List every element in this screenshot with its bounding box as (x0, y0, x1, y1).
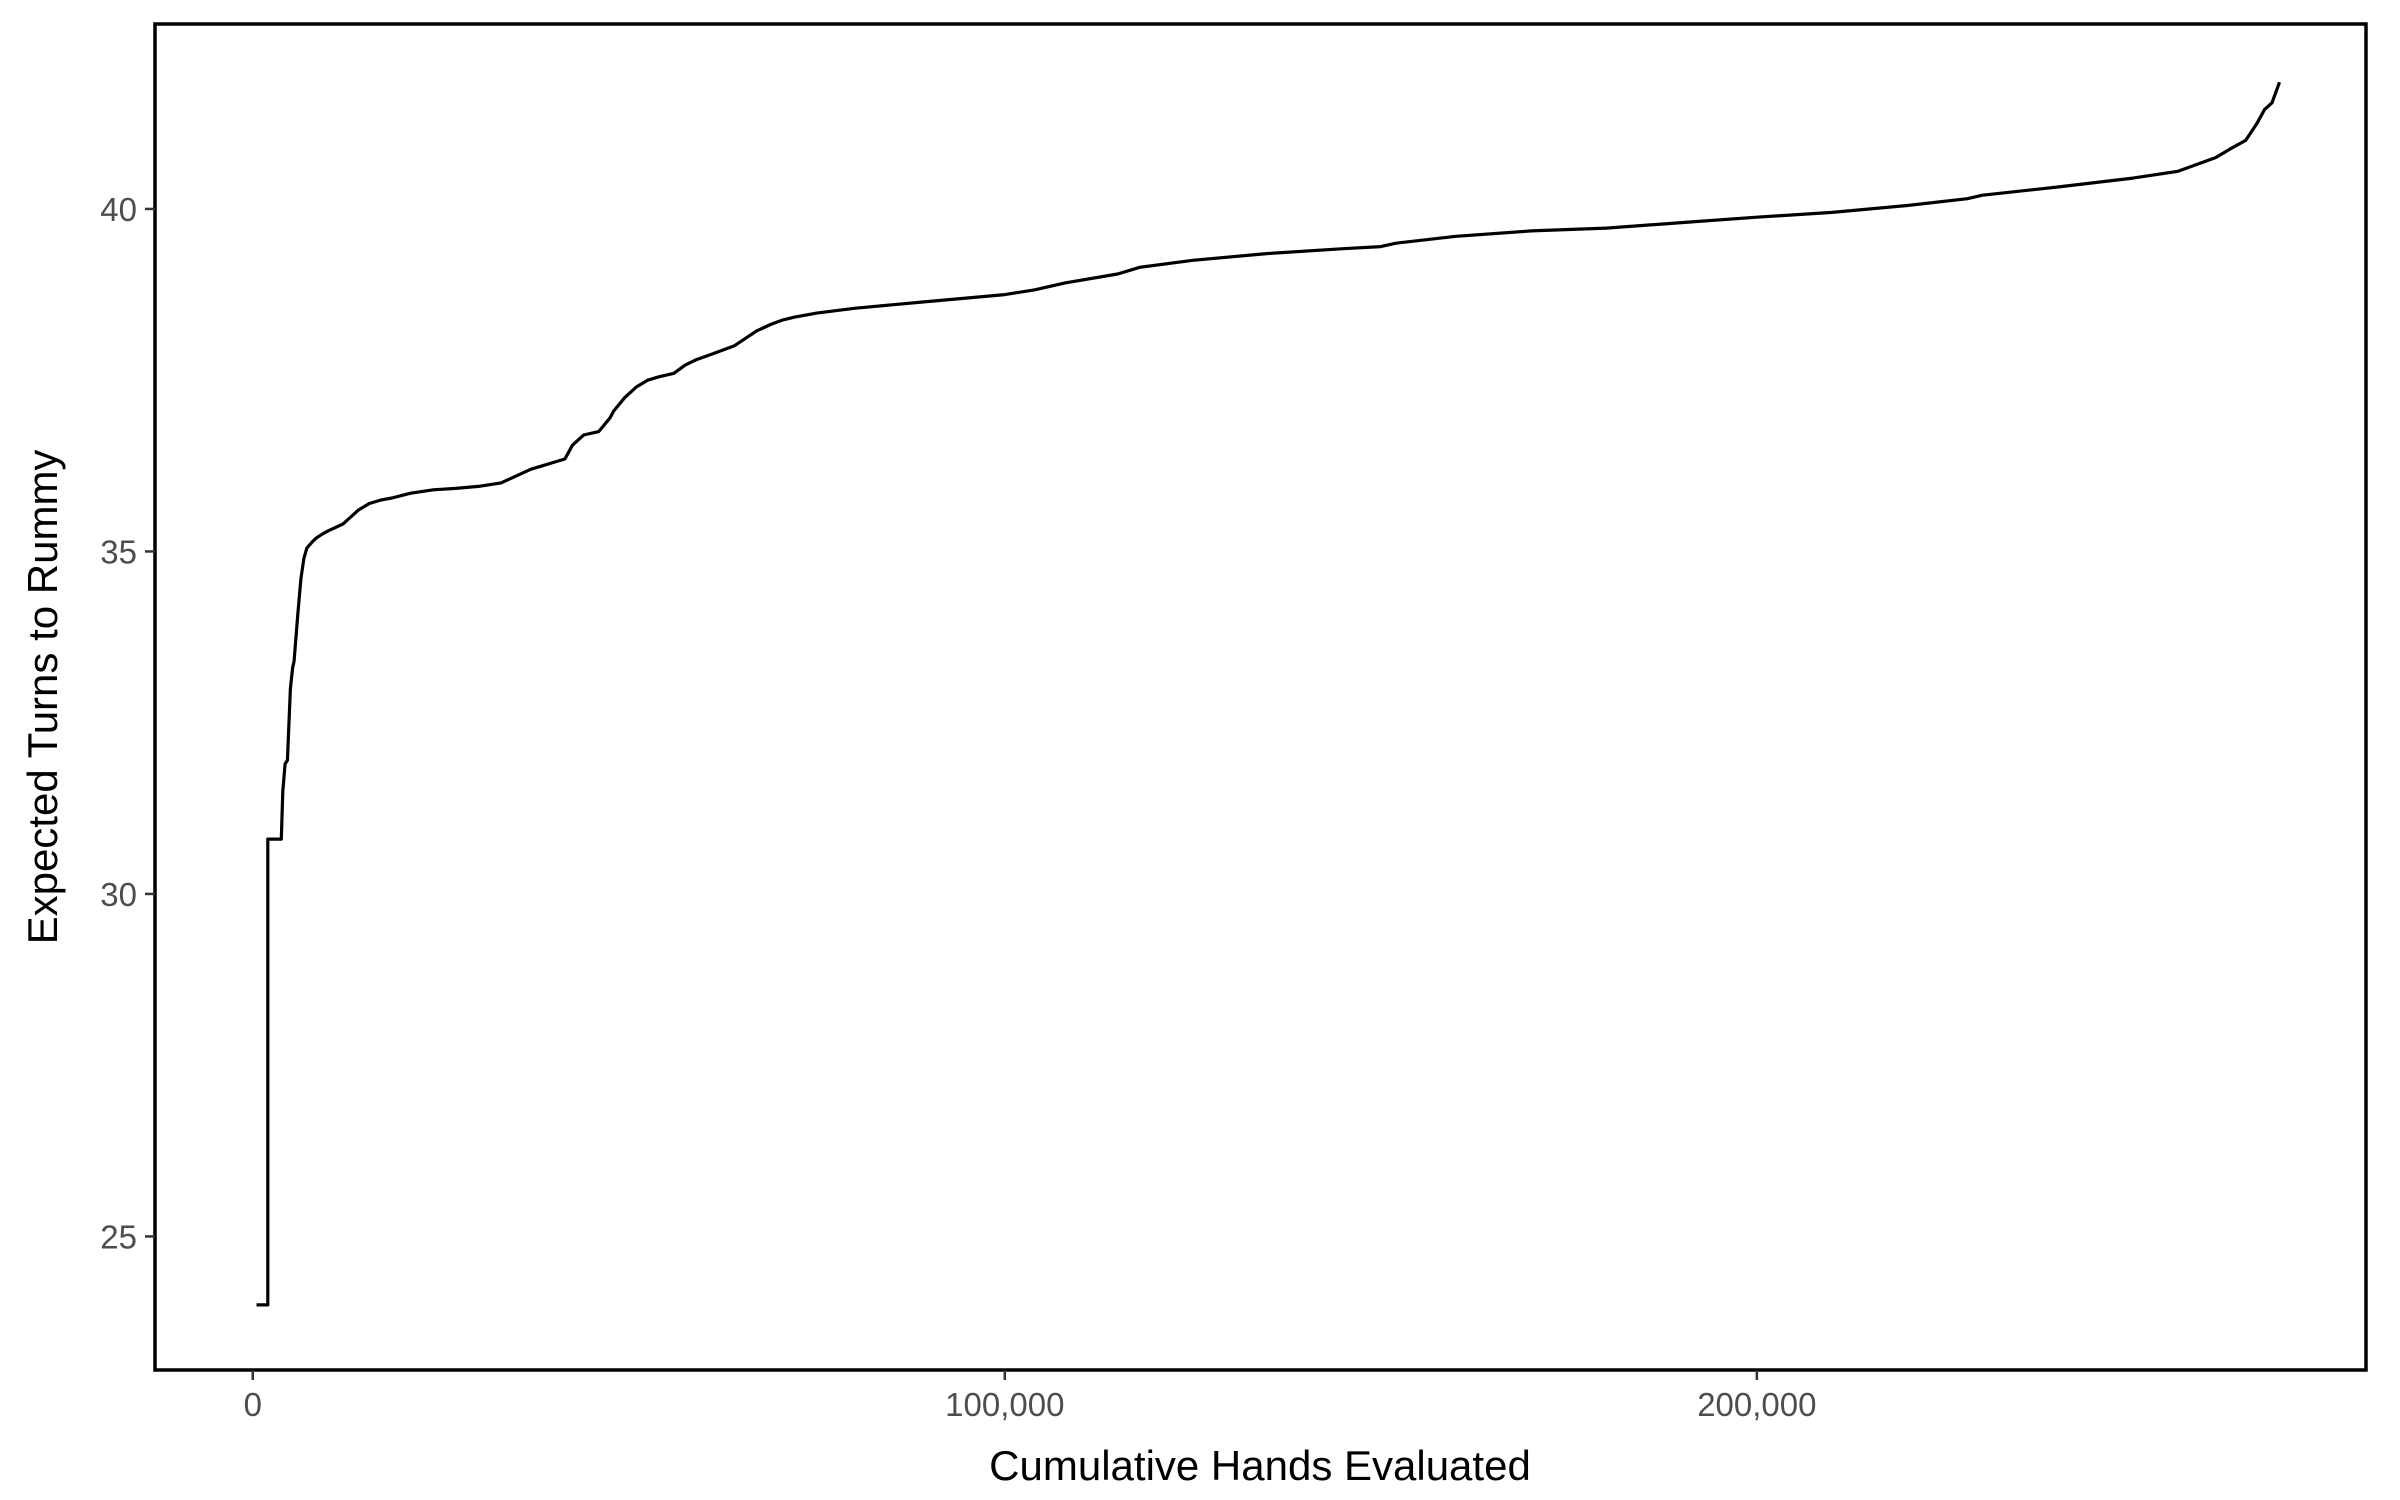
x-axis-title: Cumulative Hands Evaluated (989, 1442, 1531, 1489)
y-tick-label: 30 (100, 876, 137, 913)
y-tick-label: 40 (100, 191, 137, 228)
y-tick-label: 25 (100, 1218, 137, 1255)
x-tick-label: 0 (244, 1386, 262, 1423)
y-axis-title: Expected Turns to Rummy (19, 450, 66, 945)
plot-panel (153, 22, 2368, 1372)
x-tick-label: 100,000 (945, 1386, 1064, 1423)
x-axis: 0 100,000 200,000 (244, 1370, 1816, 1423)
x-tick-label: 200,000 (1697, 1386, 1816, 1423)
y-tick-label: 35 (100, 533, 137, 570)
expected-turns-line (256, 81, 2282, 1307)
y-axis: 25 30 35 40 (100, 191, 155, 1255)
